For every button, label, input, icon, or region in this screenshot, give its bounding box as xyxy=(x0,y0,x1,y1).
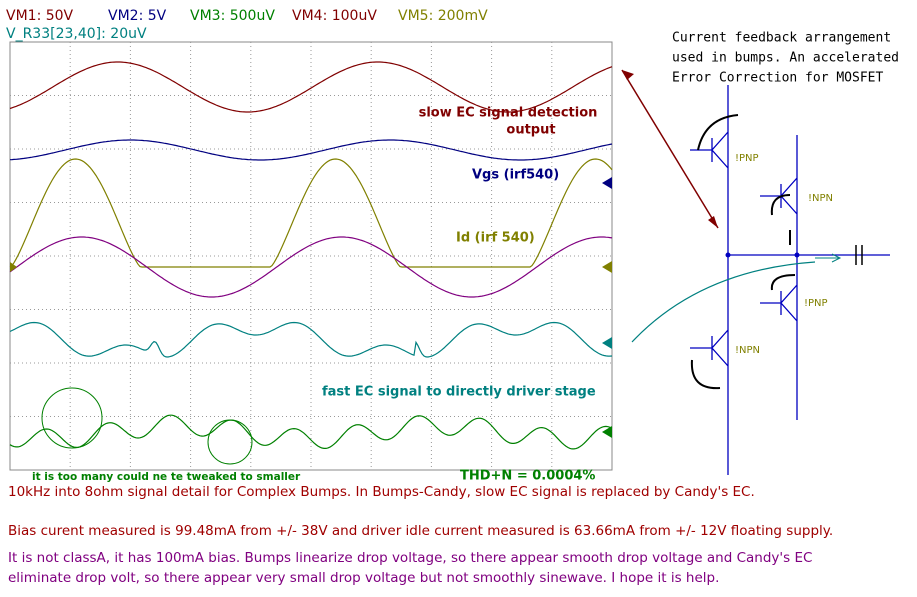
annotation: fast EC signal to directly driver stage xyxy=(322,385,596,400)
scope-plot xyxy=(9,41,613,471)
annotation: output xyxy=(506,123,555,138)
trigger-marker xyxy=(10,262,17,272)
transistor-label: !PNP xyxy=(735,153,759,164)
waveform xyxy=(9,236,613,298)
annotation: Id (irf 540) xyxy=(456,231,535,246)
annotation: it is too many could ne te tweaked to sm… xyxy=(32,471,301,483)
pointer-arrow xyxy=(621,69,719,229)
schematic-title: Current feedback arrangement xyxy=(672,31,891,46)
annotation: slow EC signal detection xyxy=(419,106,598,121)
capacitor xyxy=(855,245,863,265)
channel-label: VM5: 200mV xyxy=(398,8,488,24)
channel-label: VM1: 50V xyxy=(6,8,74,24)
current-arrow xyxy=(690,114,796,390)
transistor-label: !PNP xyxy=(804,298,828,309)
waveform xyxy=(9,158,613,268)
annotation: THD+N = 0.0004% xyxy=(460,469,595,484)
highlight-circle xyxy=(207,419,253,465)
channel-marker xyxy=(602,337,612,349)
channel-label: V_R33[23,40]: 20uV xyxy=(6,26,147,42)
junction xyxy=(794,252,800,258)
highlight-circle xyxy=(41,387,103,449)
channel-marker xyxy=(602,261,612,273)
waveform xyxy=(9,61,613,113)
transistor-label: !NPN xyxy=(808,193,833,204)
schematic-title: used in bumps. An accelerated xyxy=(672,51,899,66)
waveform xyxy=(9,321,613,358)
caption-line: eliminate drop volt, so there appear ver… xyxy=(8,570,719,586)
channel-label: VM4: 100uV xyxy=(292,8,377,24)
channel-marker xyxy=(602,177,612,189)
transistor-label: !NPN xyxy=(735,345,760,356)
waveform xyxy=(9,414,613,450)
arrowhead xyxy=(815,253,842,263)
junction xyxy=(725,252,731,258)
channel-label: VM2: 5V xyxy=(108,8,167,24)
annotation: Vgs (irf540) xyxy=(472,168,559,183)
caption-line: Bias curent measured is 99.48mA from +/-… xyxy=(8,523,833,539)
pointer-arrow xyxy=(631,261,816,343)
caption-line: It is not classA, it has 100mA bias. Bum… xyxy=(8,550,812,566)
schematic-title: Error Correction for MOSFET xyxy=(672,71,883,86)
channel-marker xyxy=(602,426,612,438)
channel-label: VM3: 500uV xyxy=(190,8,275,24)
waveform xyxy=(9,139,613,161)
schematic: !PNP !NPN !PNP !NPN xyxy=(621,69,890,475)
caption-line: 10kHz into 8ohm signal detail for Comple… xyxy=(8,484,755,500)
